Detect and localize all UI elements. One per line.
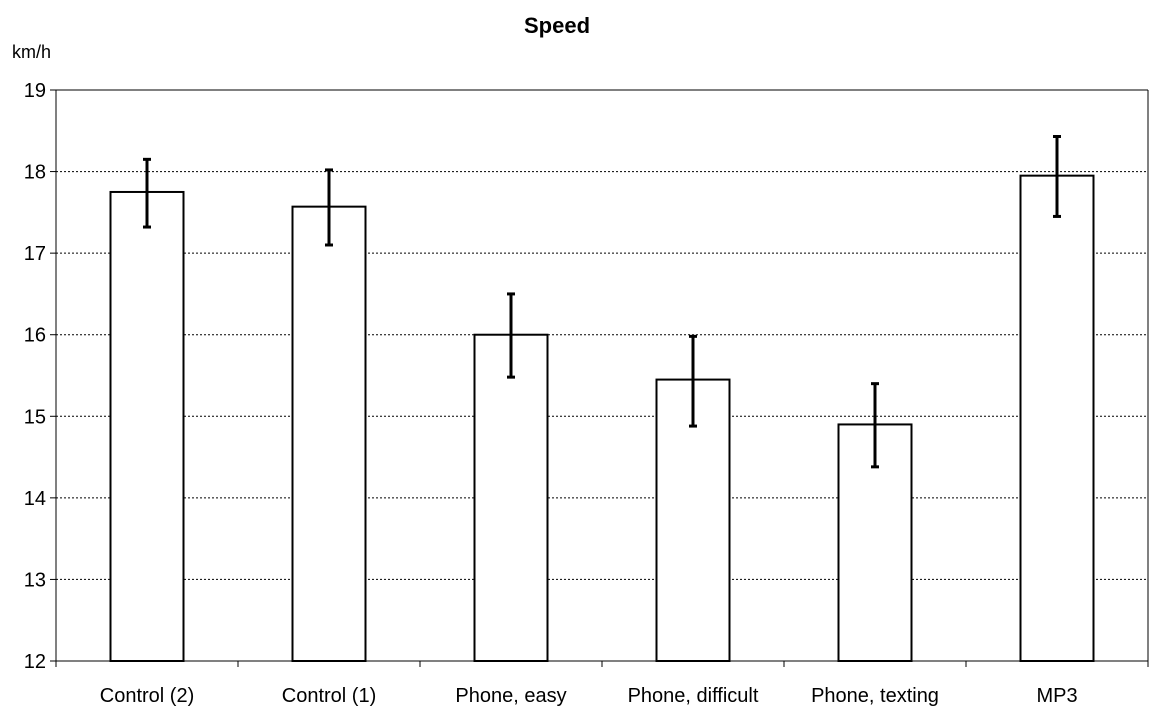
y-tick-label: 12 [24, 651, 46, 673]
bar-2 [473, 333, 549, 662]
y-tick-label: 13 [24, 569, 46, 591]
bars [109, 174, 1095, 663]
x-tick-labels: Control (2) Control (1) Phone, easy Phone, … [100, 685, 1078, 707]
y-axis-unit-label: km/h [12, 42, 51, 62]
gridlines [56, 89, 1148, 580]
bar-5 [1019, 174, 1095, 662]
y-tick-label: 16 [24, 325, 46, 347]
y-tick-label: 14 [24, 488, 46, 510]
x-tick-label: Phone, easy [455, 685, 566, 707]
axes [50, 89, 1149, 667]
bar-1 [291, 205, 367, 662]
x-tick-label: MP3 [1036, 685, 1077, 707]
x-tick-label: Phone, difficult [628, 685, 759, 707]
y-tick-labels: 12 13 14 15 16 17 18 19 [24, 80, 46, 673]
y-tick-label: 19 [24, 80, 46, 102]
bar-0 [109, 190, 185, 662]
error-bars [143, 134, 1061, 469]
y-tick-label: 15 [24, 406, 46, 428]
y-tick-label: 18 [24, 162, 46, 184]
chart-title: Speed [524, 13, 590, 38]
x-tick-label: Control (1) [282, 685, 376, 707]
x-tick-label: Control (2) [100, 685, 194, 707]
x-tick-label: Phone, texting [811, 685, 939, 707]
y-tick-label: 17 [24, 243, 46, 265]
